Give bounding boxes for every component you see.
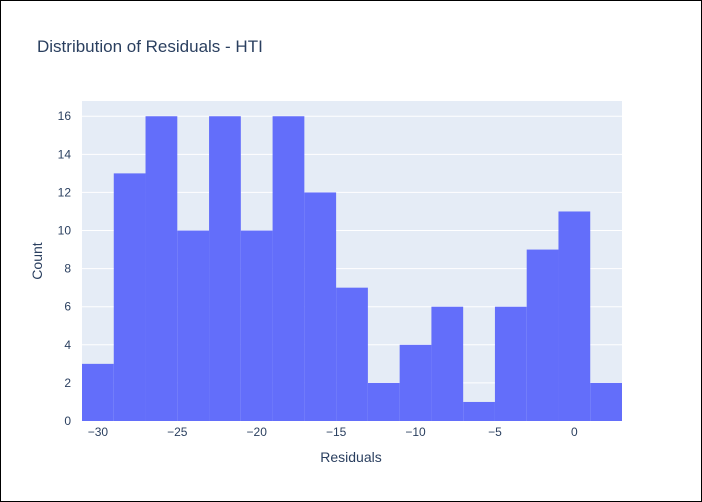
histogram-bar-3[interactable]	[177, 230, 210, 421]
x-tick-label-4: −10	[405, 425, 426, 439]
y-tick-label-4: 8	[64, 262, 71, 276]
x-tick-label-2: −20	[247, 425, 268, 439]
histogram-bar-4[interactable]	[209, 116, 241, 421]
histogram-bar-7[interactable]	[304, 192, 337, 421]
histogram-bar-13[interactable]	[494, 306, 527, 421]
y-axis-ticks: 0 2 4 6 8 10 12 14 16	[58, 109, 72, 428]
y-tick-label-6: 12	[58, 185, 72, 199]
histogram-bar-11[interactable]	[431, 306, 464, 421]
histogram-bar-16[interactable]	[590, 382, 622, 421]
histogram-bar-1[interactable]	[113, 173, 146, 421]
y-tick-label-7: 14	[58, 147, 72, 161]
y-tick-label-8: 16	[58, 109, 72, 123]
x-tick-label-6: 0	[571, 425, 578, 439]
bars	[82, 116, 622, 421]
histogram-bar-12[interactable]	[463, 401, 495, 421]
histogram-bar-6[interactable]	[272, 116, 305, 421]
histogram-bar-5[interactable]	[240, 230, 273, 421]
histogram-bar-15[interactable]	[558, 211, 591, 421]
chart-title: Distribution of Residuals - HTI	[37, 37, 263, 56]
histogram-bar-0[interactable]	[82, 363, 114, 421]
y-tick-label-5: 10	[58, 224, 72, 238]
histogram-bar-14[interactable]	[526, 249, 559, 421]
histogram-bar-8[interactable]	[336, 287, 368, 421]
x-tick-label-5: −5	[488, 425, 502, 439]
histogram-bar-2[interactable]	[145, 116, 178, 421]
x-tick-label-3: −15	[326, 425, 347, 439]
x-tick-label-1: −25	[167, 425, 188, 439]
x-axis-ticks: −30 −25 −20 −15 −10 −5 0	[88, 425, 578, 439]
y-tick-label-3: 6	[64, 300, 71, 314]
x-tick-label-0: −30	[88, 425, 109, 439]
y-axis-title: Count	[29, 242, 45, 279]
y-tick-label-1: 2	[64, 376, 71, 390]
histogram-bar-9[interactable]	[367, 382, 400, 421]
y-tick-label-0: 0	[64, 414, 71, 428]
y-tick-label-2: 4	[64, 338, 71, 352]
histogram-bar-10[interactable]	[399, 344, 432, 421]
x-axis-title: Residuals	[320, 449, 381, 465]
